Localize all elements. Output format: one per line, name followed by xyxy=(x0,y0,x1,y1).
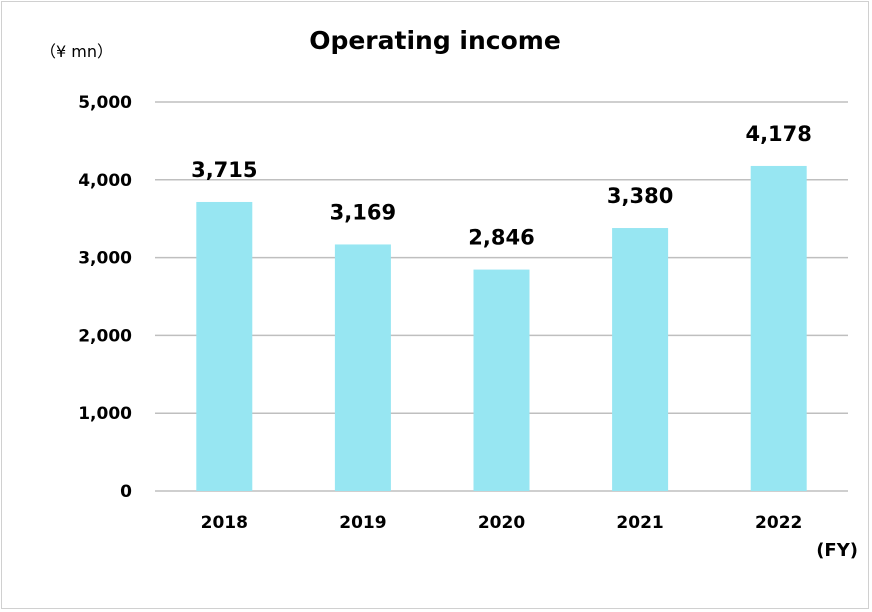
y-tick-label: 5,000 xyxy=(78,93,132,113)
bar xyxy=(196,201,253,491)
data-label: 4,178 xyxy=(745,122,811,146)
y-axis-ticks: 0 1,000 2,000 3,000 4,000 5,000 xyxy=(78,93,132,502)
x-tick-label: 2020 xyxy=(478,513,525,533)
bar xyxy=(473,269,530,491)
bar xyxy=(334,244,391,491)
bar xyxy=(750,165,807,491)
x-unit-label: (FY) xyxy=(816,540,858,561)
x-axis-ticks: 2018 2019 2020 2021 2022 xyxy=(201,513,803,533)
x-tick-label: 2018 xyxy=(201,513,248,533)
data-label: 2,846 xyxy=(468,226,534,250)
data-labels: 3,715 3,169 2,846 3,380 4,178 xyxy=(191,122,812,250)
y-tick-label: 2,000 xyxy=(78,326,132,346)
bar xyxy=(612,228,669,491)
data-label: 3,715 xyxy=(191,158,257,182)
data-label: 3,380 xyxy=(607,184,673,208)
y-tick-label: 1,000 xyxy=(78,404,132,424)
y-tick-label: 3,000 xyxy=(78,249,132,269)
chart-title: Operating income xyxy=(309,26,561,55)
data-label: 3,169 xyxy=(330,200,396,224)
y-tick-label: 4,000 xyxy=(78,171,132,191)
x-tick-label: 2019 xyxy=(339,513,386,533)
x-tick-label: 2022 xyxy=(755,513,802,533)
y-tick-label: 0 xyxy=(120,482,132,502)
x-tick-label: 2021 xyxy=(616,513,663,533)
y-unit-label: （¥ mn） xyxy=(40,42,113,61)
bars xyxy=(196,165,807,491)
